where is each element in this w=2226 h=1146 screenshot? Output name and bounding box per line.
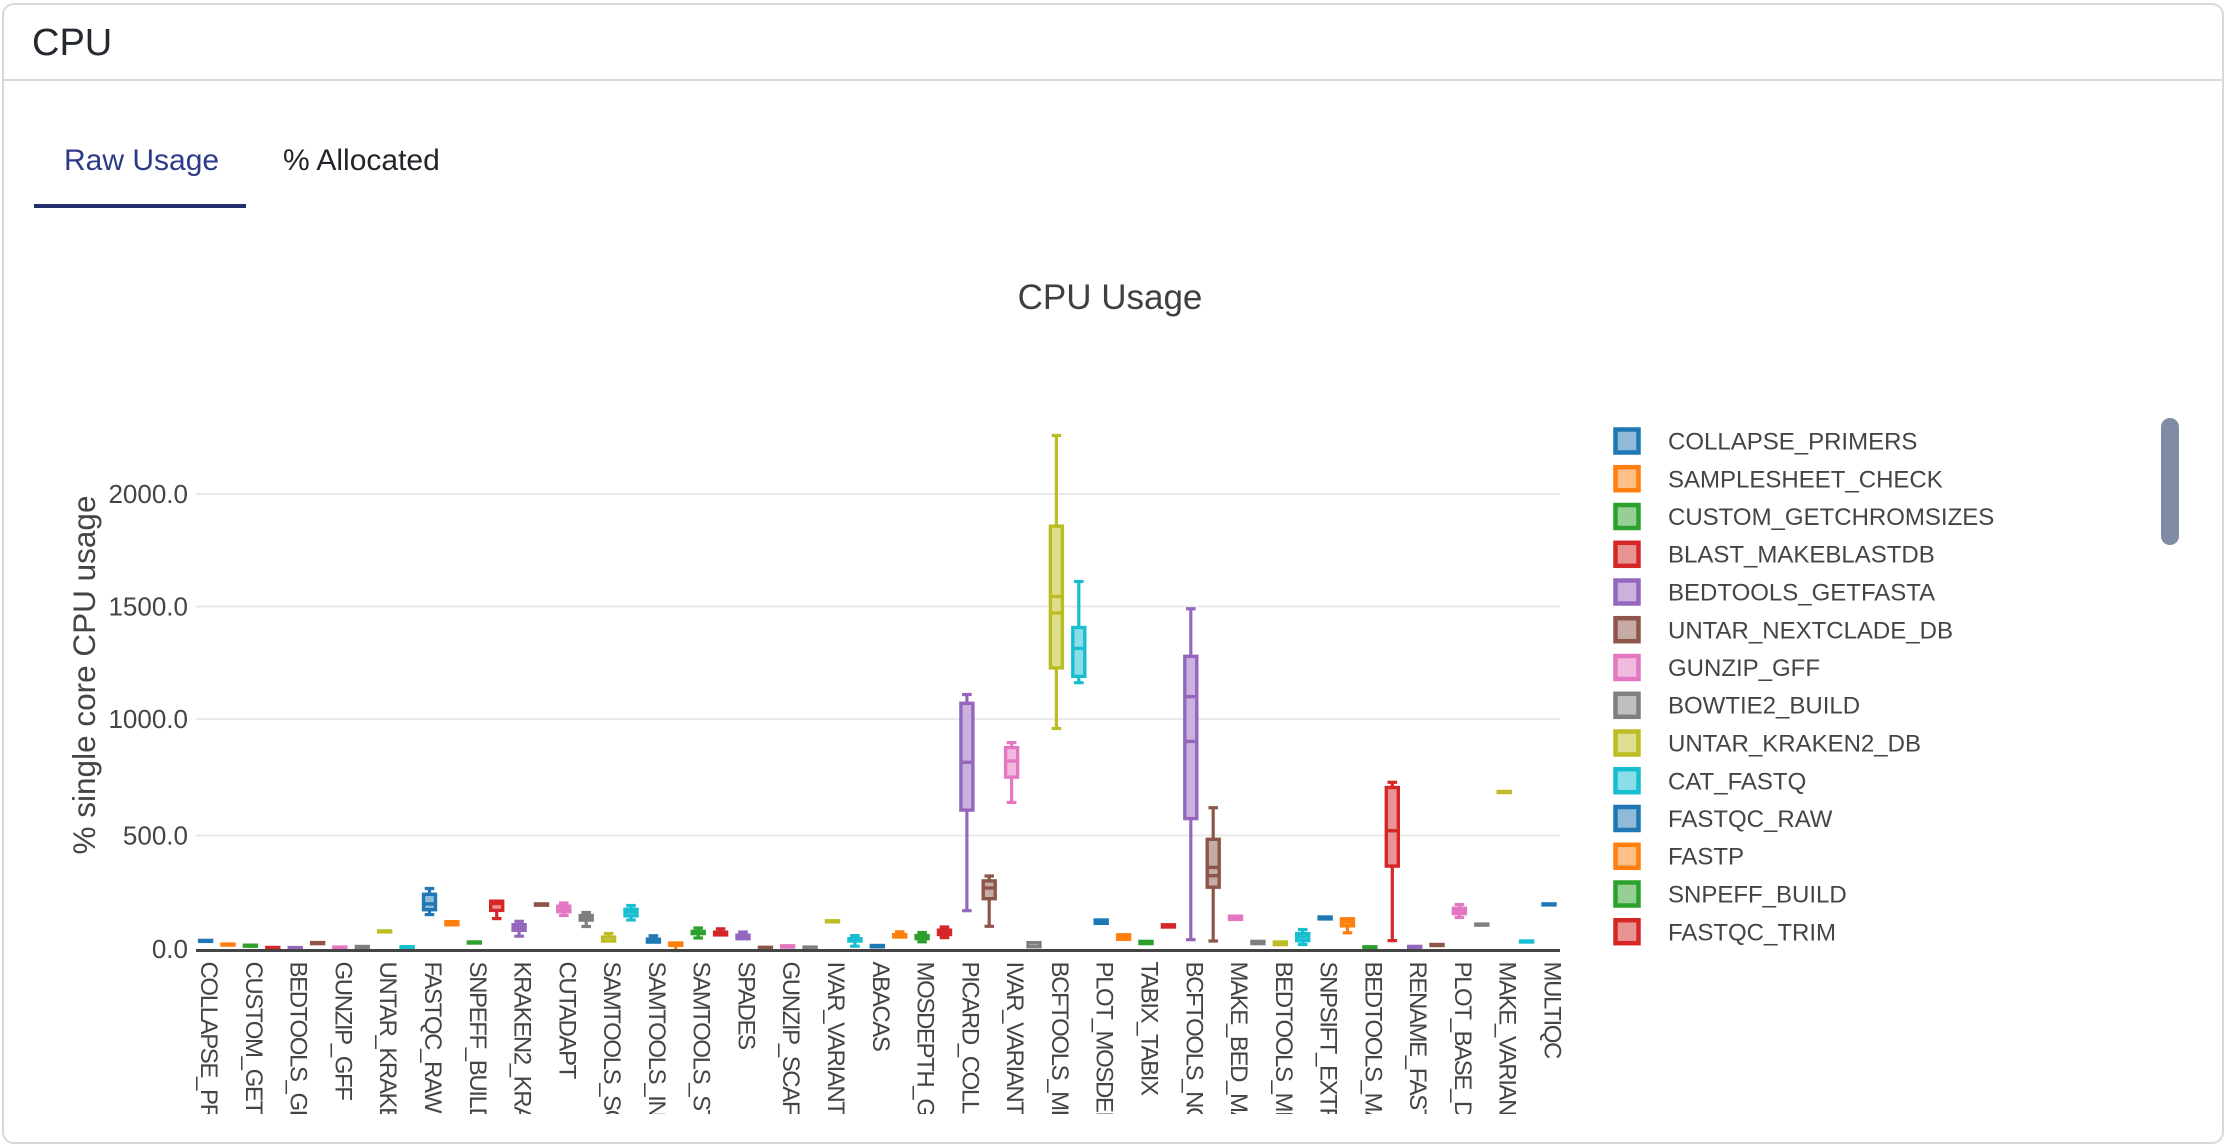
svg-text:BCFTOOLS_MPILEUP: BCFTOOLS_MPILEUP xyxy=(1046,962,1073,1115)
svg-text:CUSTOM_GETCHROMSIZES: CUSTOM_GETCHROMSIZES xyxy=(240,962,267,1115)
svg-text:CAT_FASTQ: CAT_FASTQ xyxy=(1668,768,1806,795)
svg-text:BCFTOOLS_NORM: BCFTOOLS_NORM xyxy=(1180,962,1207,1115)
svg-text:SAMPLESHEET_CHECK: SAMPLESHEET_CHECK xyxy=(1668,466,1943,493)
svg-text:MAKE_BED_MASK: MAKE_BED_MASK xyxy=(1225,962,1252,1115)
svg-text:BEDTOOLS_MASKFASTA: BEDTOOLS_MASKFASTA xyxy=(1359,962,1386,1115)
svg-text:CUTADAPT: CUTADAPT xyxy=(553,962,580,1080)
svg-text:SNPSIFT_EXTRACTFIELDS: SNPSIFT_EXTRACTFIELDS xyxy=(1315,962,1342,1115)
svg-text:SNPEFF_BUILD: SNPEFF_BUILD xyxy=(1668,882,1847,909)
svg-text:COLLAPSE_PRIMERS: COLLAPSE_PRIMERS xyxy=(195,962,222,1115)
svg-text:CUSTOM_GETCHROMSIZES: CUSTOM_GETCHROMSIZES xyxy=(1668,504,1994,531)
svg-text:1500.0: 1500.0 xyxy=(108,592,188,622)
svg-text:SAMTOOLS_STATS: SAMTOOLS_STATS xyxy=(688,962,715,1115)
svg-text:500.0: 500.0 xyxy=(123,821,188,851)
svg-text:PICARD_COLLECTMETRICS: PICARD_COLLECTMETRICS xyxy=(956,962,983,1115)
svg-text:PLOT_BASE_DENSITY: PLOT_BASE_DENSITY xyxy=(1449,962,1476,1115)
svg-text:SAMTOOLS_SORT: SAMTOOLS_SORT xyxy=(598,962,625,1115)
svg-text:BOWTIE2_BUILD: BOWTIE2_BUILD xyxy=(1668,693,1860,720)
svg-text:IVAR_VARIANTS_TO_VCF: IVAR_VARIANTS_TO_VCF xyxy=(1001,962,1028,1115)
svg-text:BEDTOOLS_MERGE: BEDTOOLS_MERGE xyxy=(1270,962,1297,1115)
svg-text:PLOT_MOSDEPTH_REGIONS: PLOT_MOSDEPTH_REGIONS xyxy=(1091,962,1118,1115)
svg-text:SAMTOOLS_INDEX: SAMTOOLS_INDEX xyxy=(643,962,670,1115)
svg-text:IVAR_VARIANTS: IVAR_VARIANTS xyxy=(822,962,849,1115)
svg-text:FASTQC_TRIM: FASTQC_TRIM xyxy=(1668,919,1836,946)
svg-text:% single core CPU usage: % single core CPU usage xyxy=(66,496,102,855)
svg-text:GUNZIP_GFF: GUNZIP_GFF xyxy=(329,962,356,1101)
svg-text:KRAKEN2_KRAKEN2: KRAKEN2_KRAKEN2 xyxy=(509,962,536,1115)
svg-text:TABIX_TABIX: TABIX_TABIX xyxy=(1136,962,1163,1096)
svg-text:FASTQC_RAW: FASTQC_RAW xyxy=(419,962,446,1114)
svg-text:COLLAPSE_PRIMERS: COLLAPSE_PRIMERS xyxy=(1668,429,1917,456)
svg-text:BLAST_MAKEBLASTDB: BLAST_MAKEBLASTDB xyxy=(1668,542,1935,569)
svg-text:GUNZIP_SCAFFOLDS: GUNZIP_SCAFFOLDS xyxy=(777,962,804,1115)
svg-text:MOSDEPTH_GENOME: MOSDEPTH_GENOME xyxy=(912,962,939,1115)
svg-text:FASTQC_RAW: FASTQC_RAW xyxy=(1668,806,1833,833)
svg-text:UNTAR_KRAKEN2_DB: UNTAR_KRAKEN2_DB xyxy=(374,962,401,1115)
svg-text:MULTIQC: MULTIQC xyxy=(1539,962,1566,1059)
svg-text:SNPEFF_BUILD: SNPEFF_BUILD xyxy=(464,962,491,1115)
svg-text:CPU Usage: CPU Usage xyxy=(1018,278,1203,317)
svg-text:1000.0: 1000.0 xyxy=(108,704,188,734)
svg-text:GUNZIP_GFF: GUNZIP_GFF xyxy=(1668,655,1820,682)
svg-text:2000.0: 2000.0 xyxy=(108,479,188,509)
svg-text:FASTP: FASTP xyxy=(1668,844,1744,871)
svg-text:SPADES: SPADES xyxy=(733,962,760,1050)
svg-text:MAKE_VARIANTS_LONG_TABLE: MAKE_VARIANTS_LONG_TABLE xyxy=(1494,962,1521,1115)
svg-text:UNTAR_NEXTCLADE_DB: UNTAR_NEXTCLADE_DB xyxy=(1668,617,1953,644)
svg-text:ABACAS: ABACAS xyxy=(867,962,894,1051)
svg-text:UNTAR_KRAKEN2_DB: UNTAR_KRAKEN2_DB xyxy=(1668,731,1921,758)
svg-text:BEDTOOLS_GETFASTA: BEDTOOLS_GETFASTA xyxy=(285,962,312,1115)
svg-text:0.0: 0.0 xyxy=(152,934,188,964)
svg-text:RENAME_FASTA_HEADER: RENAME_FASTA_HEADER xyxy=(1404,962,1431,1115)
svg-text:BEDTOOLS_GETFASTA: BEDTOOLS_GETFASTA xyxy=(1668,580,1935,607)
